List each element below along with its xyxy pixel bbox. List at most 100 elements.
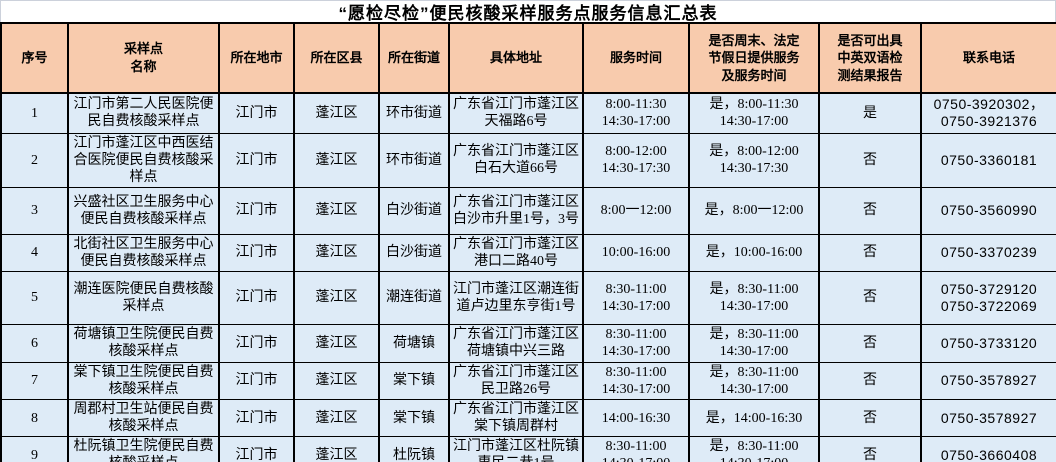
cell-serial-number: 9 — [0, 436, 69, 462]
cell-phone: 0750-3578927 — [920, 399, 1056, 438]
cell-phone: 0750-3920302， 0750-3921376 — [920, 92, 1056, 134]
cell-site-name: 潮连医院便民自费核酸采样点 — [67, 270, 220, 325]
cell-district: 蓬江区 — [293, 92, 380, 134]
cell-city: 江门市 — [218, 92, 295, 134]
cell-serial-number: 7 — [0, 361, 69, 401]
cell-phone: 0750-3370239 — [920, 233, 1056, 272]
cell-bilingual-report: 否 — [818, 323, 922, 363]
cell-site-name: 棠下镇卫生院便民自费核酸采样点 — [67, 361, 220, 401]
cell-weekend-service: 是，8:30-11:00 14:30-17:00 — [688, 270, 820, 325]
cell-weekend-service: 是，10:00-16:00 — [688, 233, 820, 272]
table-row: 4 北街社区卫生服务中心便民自费核酸采样点 江门市 蓬江区 白沙街道 广东省江门… — [0, 233, 1056, 272]
table-row: 5 潮连医院便民自费核酸采样点 江门市 蓬江区 潮连街道 江门市蓬江区潮连街道卢… — [0, 270, 1056, 325]
table-row: 1 江门市第二人民医院便民自费核酸采样点 江门市 蓬江区 环市街道 广东省江门市… — [0, 92, 1056, 134]
cell-phone: 0750-3560990 — [920, 186, 1056, 235]
cell-service-time: 8:30-11:00 14:30-17:00 — [582, 361, 690, 401]
cell-weekend-service: 是，8:30-11:00 14:30-17:00 — [688, 436, 820, 462]
title-row: “愿检尽检”便民核酸采样服务点服务信息汇总表 — [0, 0, 1056, 23]
table-row: 8 周郡村卫生站便民自费核酸采样点 江门市 蓬江区 棠下镇 广东省江门市蓬江区棠… — [0, 399, 1056, 438]
cell-street: 杜阮镇 — [378, 436, 450, 462]
cell-district: 蓬江区 — [293, 436, 380, 462]
cell-street: 白沙街道 — [378, 233, 450, 272]
cell-site-name: 杜阮镇卫生院便民自费核酸采样点 — [67, 436, 220, 462]
cell-site-name: 北街社区卫生服务中心便民自费核酸采样点 — [67, 233, 220, 272]
cell-bilingual-report: 否 — [818, 270, 922, 325]
cell-site-name: 江门市第二人民医院便民自费核酸采样点 — [67, 92, 220, 134]
cell-street: 潮连街道 — [378, 270, 450, 325]
cell-street: 白沙街道 — [378, 186, 450, 235]
cell-phone: 0750-3729120 0750-3722069 — [920, 270, 1056, 325]
cell-street: 荷塘镇 — [378, 323, 450, 363]
col-header-address: 具体地址 — [448, 22, 584, 94]
cell-bilingual-report: 否 — [818, 436, 922, 462]
table-row: 3 兴盛社区卫生服务中心便民自费核酸采样点 江门市 蓬江区 白沙街道 广东省江门… — [0, 186, 1056, 235]
col-header-service-time: 服务时间 — [582, 22, 690, 94]
cell-phone: 0750-3733120 — [920, 323, 1056, 363]
table-body: 1 江门市第二人民医院便民自费核酸采样点 江门市 蓬江区 环市街道 广东省江门市… — [0, 92, 1056, 462]
cell-serial-number: 5 — [0, 270, 69, 325]
cell-bilingual-report: 否 — [818, 399, 922, 438]
cell-address: 广东省江门市蓬江区荷塘镇中兴三路 — [448, 323, 584, 363]
cell-site-name: 荷塘镇卫生院便民自费核酸采样点 — [67, 323, 220, 363]
cell-service-time: 8:30-11:00 14:30-17:00 — [582, 436, 690, 462]
cell-district: 蓬江区 — [293, 132, 380, 188]
cell-serial-number: 8 — [0, 399, 69, 438]
cell-phone: 0750-3578927 — [920, 361, 1056, 401]
table-header: 序号 采样点 名称 所在地市 所在区县 所在街道 具体地址 服务时间 是否周末、… — [0, 22, 1056, 94]
cell-city: 江门市 — [218, 132, 295, 188]
cell-service-time: 8:00-12:00 14:30-17:30 — [582, 132, 690, 188]
cell-site-name: 周郡村卫生站便民自费核酸采样点 — [67, 399, 220, 438]
cell-street: 棠下镇 — [378, 399, 450, 438]
cell-district: 蓬江区 — [293, 270, 380, 325]
cell-weekend-service: 是，8:00-11:30 14:30-17:00 — [688, 92, 820, 134]
cell-street: 棠下镇 — [378, 361, 450, 401]
cell-district: 蓬江区 — [293, 186, 380, 235]
cell-weekend-service: 是，8:30-11:00 14:30-17:00 — [688, 361, 820, 401]
cell-district: 蓬江区 — [293, 233, 380, 272]
table-row: 7 棠下镇卫生院便民自费核酸采样点 江门市 蓬江区 棠下镇 广东省江门市蓬江区民… — [0, 361, 1056, 401]
col-header-city: 所在地市 — [218, 22, 295, 94]
cell-service-time: 8:30-11:00 14:30-17:00 — [582, 323, 690, 363]
header-row: 序号 采样点 名称 所在地市 所在区县 所在街道 具体地址 服务时间 是否周末、… — [0, 22, 1056, 94]
table-row: 2 江门市蓬江区中西医结合医院便民自费核酸采样点 江门市 蓬江区 环市街道 广东… — [0, 132, 1056, 188]
cell-city: 江门市 — [218, 186, 295, 235]
cell-site-name: 江门市蓬江区中西医结合医院便民自费核酸采样点 — [67, 132, 220, 188]
cell-phone: 0750-3360181 — [920, 132, 1056, 188]
cell-bilingual-report: 否 — [818, 361, 922, 401]
cell-weekend-service: 是，8:00一12:00 — [688, 186, 820, 235]
cell-city: 江门市 — [218, 270, 295, 325]
cell-weekend-service: 是，14:00-16:30 — [688, 399, 820, 438]
cell-address: 广东省江门市蓬江区白沙市升里1号，3号 — [448, 186, 584, 235]
cell-bilingual-report: 否 — [818, 233, 922, 272]
cell-service-time: 8:00一12:00 — [582, 186, 690, 235]
cell-bilingual-report: 否 — [818, 186, 922, 235]
cell-address: 广东省江门市蓬江区棠下镇周群村 — [448, 399, 584, 438]
cell-service-time: 14:00-16:30 — [582, 399, 690, 438]
col-header-site-name: 采样点 名称 — [67, 22, 220, 94]
cell-service-time: 10:00-16:00 — [582, 233, 690, 272]
col-header-street: 所在街道 — [378, 22, 450, 94]
col-header-serial: 序号 — [0, 22, 69, 94]
cell-street: 环市街道 — [378, 92, 450, 134]
page-title: “愿检尽检”便民核酸采样服务点服务信息汇总表 — [338, 4, 718, 23]
cell-city: 江门市 — [218, 436, 295, 462]
cell-district: 蓬江区 — [293, 361, 380, 401]
cell-bilingual-report: 否 — [818, 132, 922, 188]
cell-site-name: 兴盛社区卫生服务中心便民自费核酸采样点 — [67, 186, 220, 235]
table-row: 6 荷塘镇卫生院便民自费核酸采样点 江门市 蓬江区 荷塘镇 广东省江门市蓬江区荷… — [0, 323, 1056, 363]
cell-serial-number: 4 — [0, 233, 69, 272]
service-points-table: 序号 采样点 名称 所在地市 所在区县 所在街道 具体地址 服务时间 是否周末、… — [0, 22, 1056, 462]
cell-phone: 0750-3660408 — [920, 436, 1056, 462]
cell-address: 广东省江门市蓬江区天福路6号 — [448, 92, 584, 134]
cell-serial-number: 6 — [0, 323, 69, 363]
cell-city: 江门市 — [218, 361, 295, 401]
col-header-bilingual-report: 是否可出具 中英双语检 测结果报告 — [818, 22, 922, 94]
cell-address: 广东省江门市蓬江区港口二路40号 — [448, 233, 584, 272]
col-header-district: 所在区县 — [293, 22, 380, 94]
cell-address: 江门市蓬江区杜阮镇惠民二巷1号 — [448, 436, 584, 462]
cell-weekend-service: 是，8:30-11:00 14:30-17:00 — [688, 323, 820, 363]
cell-serial-number: 3 — [0, 186, 69, 235]
cell-district: 蓬江区 — [293, 323, 380, 363]
col-header-phone: 联系电话 — [920, 22, 1056, 94]
